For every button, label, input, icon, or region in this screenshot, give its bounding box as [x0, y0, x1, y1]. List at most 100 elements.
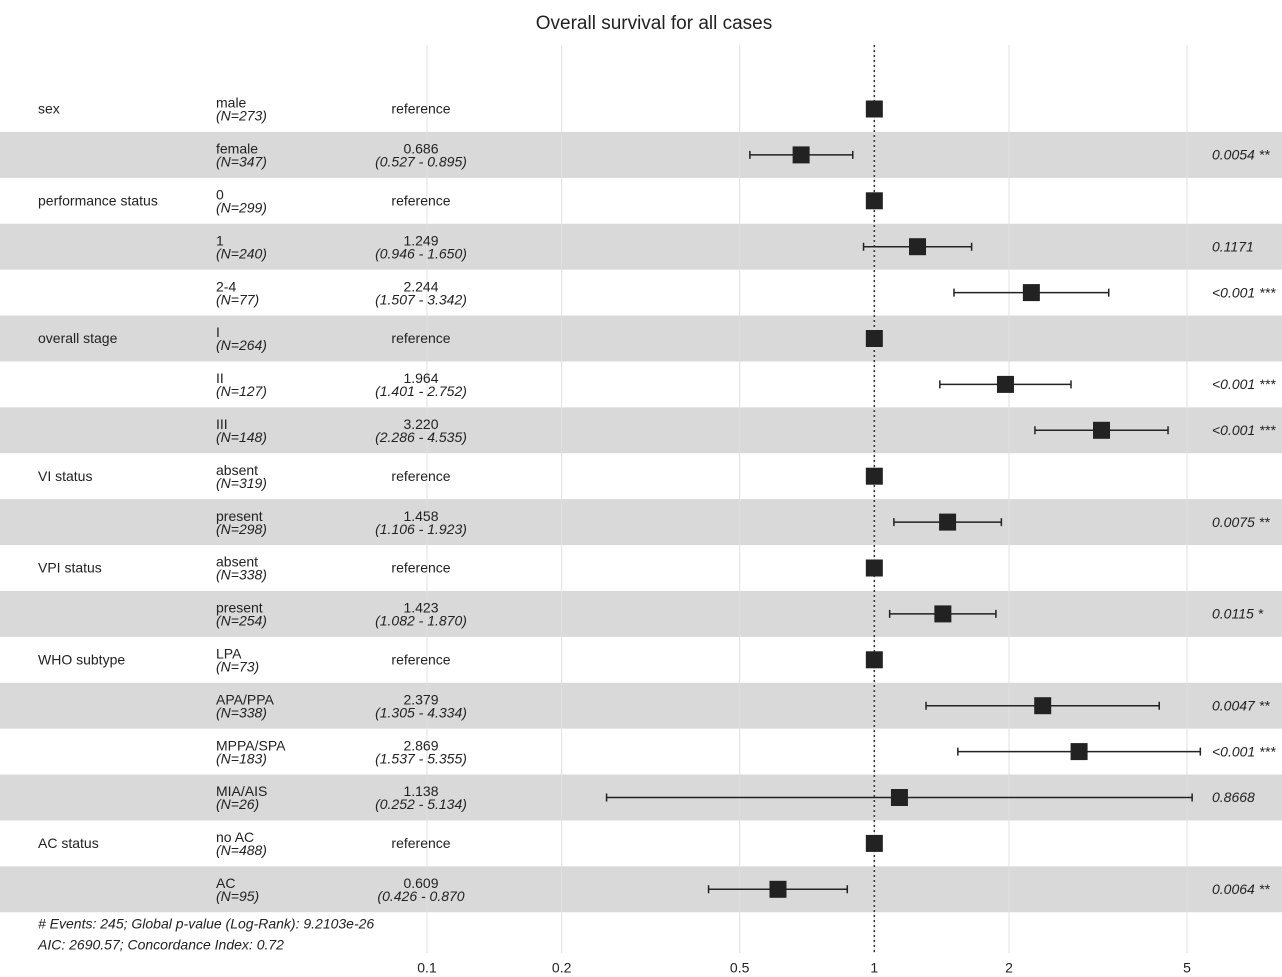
hr-label: 0.686 — [403, 141, 438, 157]
n-label: (N=264) — [216, 337, 267, 353]
n-label: (N=73) — [216, 659, 259, 675]
p-value: 0.1171 — [1212, 238, 1254, 254]
level-label: male — [216, 95, 247, 111]
hr-label: 2.244 — [403, 278, 438, 294]
hr-label: reference — [391, 835, 450, 851]
ci-label: (1.401 - 2.752) — [375, 383, 467, 399]
level-label: MIA/AIS — [216, 783, 267, 799]
level-label: absent — [216, 554, 258, 570]
variable-label: performance status — [38, 193, 158, 209]
p-value: <0.001 *** — [1212, 743, 1276, 759]
n-label: (N=488) — [216, 842, 267, 858]
hr-marker — [865, 330, 883, 347]
hr-label: reference — [391, 652, 450, 668]
hr-marker — [865, 467, 883, 485]
ci-label: (0.252 - 5.134) — [375, 796, 467, 812]
x-tick-label: 1 — [870, 960, 878, 976]
level-label: 1 — [216, 232, 224, 248]
p-value: 0.0054 ** — [1212, 147, 1270, 163]
hr-marker — [865, 100, 883, 118]
row-band — [0, 131, 1282, 178]
row-band — [0, 866, 1282, 913]
n-label: (N=347) — [216, 154, 267, 170]
hr-label: 1.249 — [403, 232, 438, 248]
hr-label: 1.138 — [403, 783, 438, 799]
p-value: 0.0075 ** — [1212, 514, 1270, 530]
level-label: 2-4 — [216, 278, 236, 294]
footnote: AIC: 2690.57; Concordance Index: 0.72 — [37, 937, 284, 953]
p-value: 0.0115 * — [1212, 606, 1264, 622]
level-label: LPA — [216, 646, 242, 662]
hr-label: reference — [391, 101, 450, 117]
ci-label: (1.507 - 3.342) — [375, 291, 467, 307]
level-label: female — [216, 141, 258, 157]
variable-label: AC status — [38, 835, 99, 851]
n-label: (N=77) — [216, 291, 259, 307]
footnote: # Events: 245; Global p-value (Log-Rank)… — [38, 916, 374, 932]
n-label: (N=298) — [216, 521, 267, 537]
hr-marker — [865, 651, 883, 669]
n-label: (N=299) — [216, 200, 267, 216]
hr-label: 1.964 — [403, 370, 438, 386]
hr-marker — [939, 513, 957, 531]
hr-marker — [769, 880, 787, 898]
n-label: (N=254) — [216, 613, 267, 629]
level-label: II — [216, 370, 224, 386]
x-tick-label: 2 — [1005, 960, 1013, 976]
level-label: MPPA/SPA — [216, 737, 286, 753]
x-tick-label: 0.5 — [730, 960, 750, 976]
variable-label: VI status — [38, 468, 92, 484]
n-label: (N=183) — [216, 750, 267, 766]
hr-label: reference — [391, 560, 450, 576]
ci-label: (2.286 - 4.535) — [375, 429, 467, 445]
hr-label: reference — [391, 330, 450, 346]
ci-label: (0.426 - 0.870 — [377, 888, 464, 904]
n-label: (N=273) — [216, 108, 267, 124]
level-label: absent — [216, 462, 258, 478]
hr-marker — [1093, 421, 1111, 439]
hr-label: 2.379 — [403, 691, 438, 707]
hr-marker — [1070, 743, 1088, 761]
x-tick-label: 5 — [1183, 960, 1191, 976]
hr-label: reference — [391, 468, 450, 484]
ci-label: (0.527 - 0.895) — [375, 154, 467, 170]
n-label: (N=127) — [216, 383, 267, 399]
x-tick-label: 0.1 — [417, 960, 437, 976]
x-tick-label: 0.2 — [552, 960, 572, 976]
ci-label: (1.082 - 1.870) — [375, 613, 467, 629]
hr-label: 1.423 — [403, 600, 438, 616]
hr-marker — [1022, 284, 1040, 302]
p-value: 0.0064 ** — [1212, 881, 1270, 897]
hr-label: 0.609 — [403, 875, 438, 891]
p-value: 0.8668 — [1212, 789, 1255, 805]
level-label: no AC — [216, 829, 254, 845]
hr-label: 1.458 — [403, 508, 438, 524]
level-label: present — [216, 600, 263, 616]
row-band — [0, 499, 1282, 546]
ci-label: (1.537 - 5.355) — [375, 750, 467, 766]
n-label: (N=319) — [216, 475, 267, 491]
level-label: APA/PPA — [216, 691, 275, 707]
level-label: present — [216, 508, 263, 524]
p-value: <0.001 *** — [1212, 284, 1276, 300]
row-band — [0, 590, 1282, 637]
p-value: 0.0047 ** — [1212, 697, 1270, 713]
hr-marker — [934, 605, 952, 623]
hr-label: reference — [391, 193, 450, 209]
variable-label: overall stage — [38, 330, 118, 346]
n-label: (N=26) — [216, 796, 259, 812]
p-value: <0.001 *** — [1212, 422, 1276, 438]
n-label: (N=338) — [216, 704, 267, 720]
n-label: (N=240) — [216, 245, 267, 261]
hr-marker — [865, 192, 883, 210]
variable-label: WHO subtype — [38, 652, 125, 668]
hr-label: 2.869 — [403, 737, 438, 753]
level-label: AC — [216, 875, 235, 891]
level-label: I — [216, 324, 220, 340]
row-band — [0, 223, 1282, 270]
hr-marker — [909, 238, 927, 256]
ci-label: (1.106 - 1.923) — [375, 521, 467, 537]
level-label: III — [216, 416, 228, 432]
hr-marker — [996, 375, 1014, 393]
